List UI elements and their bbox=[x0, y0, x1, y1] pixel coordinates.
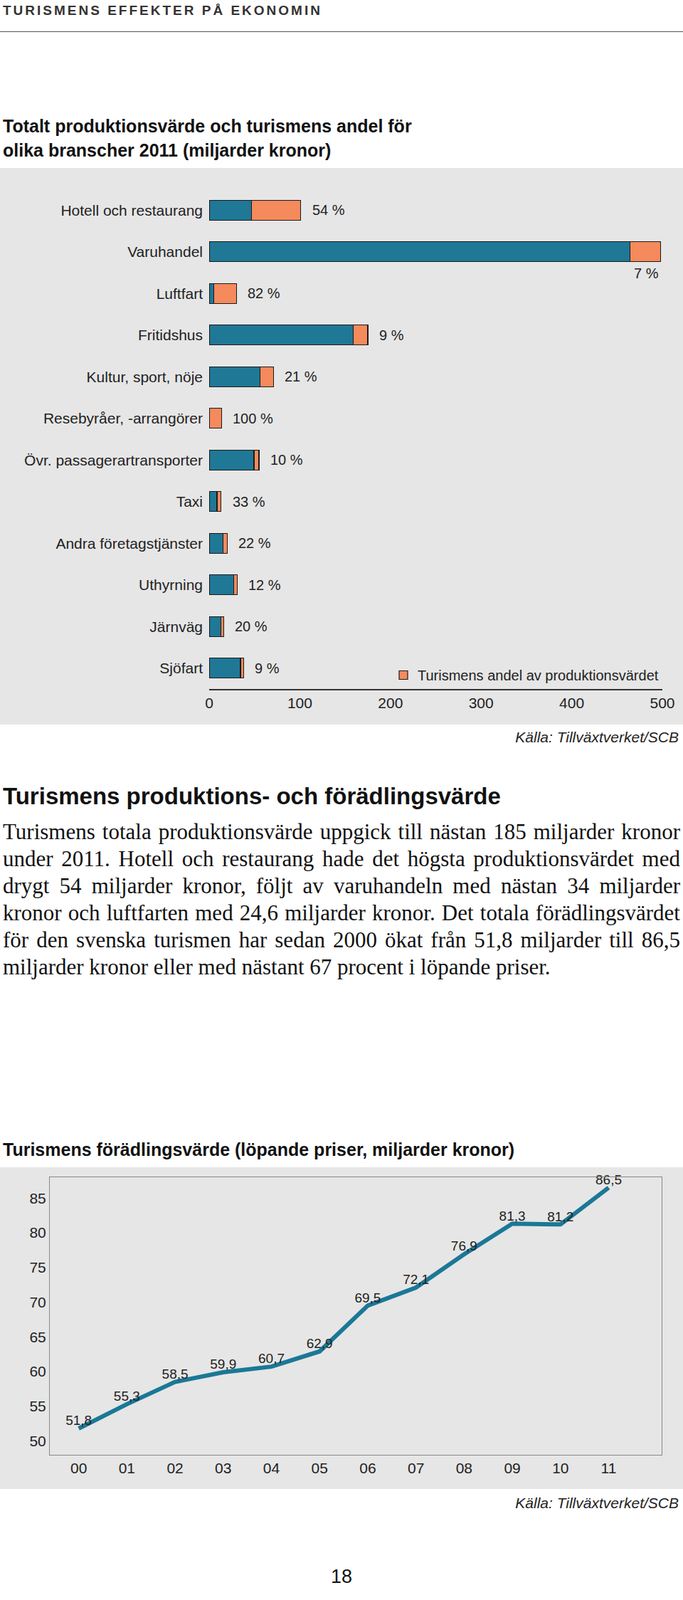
svg-text:00: 00 bbox=[70, 1459, 87, 1476]
svg-text:08: 08 bbox=[456, 1459, 473, 1476]
svg-text:Andra företagstjänster: Andra företagstjänster bbox=[55, 535, 203, 552]
svg-text:55: 55 bbox=[29, 1397, 46, 1414]
svg-text:81,2: 81,2 bbox=[547, 1208, 574, 1224]
html-text:Källa: Tillväxtverket/SCB: Källa: Tillväxtverket/SCB bbox=[515, 1494, 679, 1511]
svg-text:500: 500 bbox=[649, 694, 675, 711]
svg-text:07: 07 bbox=[407, 1459, 425, 1476]
svg-text:11: 11 bbox=[601, 1459, 617, 1476]
html-text:Turismens totala produktionsvä: Turismens totala produktionsvärde uppgic… bbox=[2, 818, 681, 979]
svg-text:Övr. passagerartransporter: Övr. passagerartransporter bbox=[24, 451, 203, 469]
svg-text:05: 05 bbox=[311, 1459, 328, 1476]
svg-text:06: 06 bbox=[359, 1459, 376, 1476]
svg-text:72,1: 72,1 bbox=[402, 1271, 430, 1287]
svg-text:81,3: 81,3 bbox=[499, 1208, 526, 1223]
svg-text:20 %: 20 % bbox=[234, 618, 268, 634]
svg-text:75: 75 bbox=[29, 1258, 46, 1275]
svg-text:04: 04 bbox=[263, 1459, 281, 1476]
svg-text:0: 0 bbox=[204, 694, 214, 711]
html-text:Turismens förädlingsvärde (löp: Turismens förädlingsvärde (löpande prise… bbox=[2, 1139, 515, 1159]
svg-text:69,5: 69,5 bbox=[354, 1289, 381, 1305]
svg-text:86,5: 86,5 bbox=[595, 1171, 622, 1187]
svg-text:60: 60 bbox=[29, 1362, 46, 1379]
svg-text:10: 10 bbox=[552, 1459, 569, 1476]
svg-text:58,5: 58,5 bbox=[162, 1366, 189, 1381]
svg-text:Hotell och restaurang: Hotell och restaurang bbox=[60, 202, 203, 219]
svg-text:70: 70 bbox=[29, 1293, 46, 1310]
svg-text:09: 09 bbox=[503, 1459, 521, 1476]
svg-text:Taxi: Taxi bbox=[176, 493, 203, 510]
svg-text:12 %: 12 % bbox=[248, 576, 282, 593]
html-text:Totalt produktionsvärde och tu: Totalt produktionsvärde och turismens an… bbox=[2, 115, 412, 161]
svg-text:Järnväg: Järnväg bbox=[149, 618, 203, 635]
html-text:TURISMENS EFFEKTER PÅ EKONOMIN: TURISMENS EFFEKTER PÅ EKONOMIN bbox=[2, 2, 323, 18]
svg-text:Varuhandel: Varuhandel bbox=[127, 243, 203, 260]
svg-text:7 %: 7 % bbox=[633, 265, 659, 282]
svg-text:76,9: 76,9 bbox=[451, 1237, 478, 1253]
svg-text:21 %: 21 % bbox=[284, 368, 318, 385]
svg-text:01: 01 bbox=[118, 1459, 136, 1476]
svg-text:Resebyråer, -arrangörer: Resebyråer, -arrangörer bbox=[43, 409, 203, 427]
svg-text:22 %: 22 % bbox=[238, 535, 272, 551]
svg-text:54 %: 54 % bbox=[312, 202, 346, 218]
svg-text:Fritidshus: Fritidshus bbox=[138, 326, 203, 343]
svg-text:82 %: 82 % bbox=[247, 285, 281, 301]
html-text:Källa: Tillväxtverket/SCB: Källa: Tillväxtverket/SCB bbox=[515, 728, 679, 745]
svg-text:9 %: 9 % bbox=[254, 660, 280, 676]
html-text:Turismens produktions- och för: Turismens produktions- och förädlingsvär… bbox=[2, 782, 501, 809]
svg-text:33 %: 33 % bbox=[232, 493, 266, 510]
svg-text:85: 85 bbox=[29, 1189, 46, 1206]
svg-text:Kultur, sport, nöje: Kultur, sport, nöje bbox=[86, 368, 203, 385]
svg-text:59,9: 59,9 bbox=[209, 1356, 237, 1371]
svg-text:65: 65 bbox=[29, 1328, 46, 1345]
svg-text:51,8: 51,8 bbox=[65, 1412, 92, 1428]
svg-text:62,9: 62,9 bbox=[306, 1335, 333, 1351]
svg-text:200: 200 bbox=[377, 694, 403, 711]
svg-text:02: 02 bbox=[166, 1459, 183, 1476]
svg-text:100: 100 bbox=[287, 694, 313, 711]
svg-text:50: 50 bbox=[29, 1432, 46, 1449]
svg-text:Uthyrning: Uthyrning bbox=[138, 576, 203, 593]
svg-text:03: 03 bbox=[214, 1459, 232, 1476]
svg-text:9 %: 9 % bbox=[379, 327, 405, 343]
svg-text:400: 400 bbox=[559, 694, 585, 711]
svg-text:10 %: 10 % bbox=[270, 451, 304, 468]
svg-text:Sjöfart: Sjöfart bbox=[159, 659, 203, 676]
svg-text:80: 80 bbox=[29, 1223, 46, 1241]
svg-text:300: 300 bbox=[468, 694, 494, 711]
svg-text:55,3: 55,3 bbox=[113, 1388, 141, 1403]
html-text:18: 18 bbox=[330, 1565, 353, 1587]
svg-text:100 %: 100 % bbox=[232, 410, 274, 427]
svg-text:Luftfart: Luftfart bbox=[156, 285, 204, 302]
svg-text:60,7: 60,7 bbox=[258, 1350, 285, 1366]
svg-text:Turismens andel av produktions: Turismens andel av produktionsvärdet bbox=[417, 667, 659, 683]
